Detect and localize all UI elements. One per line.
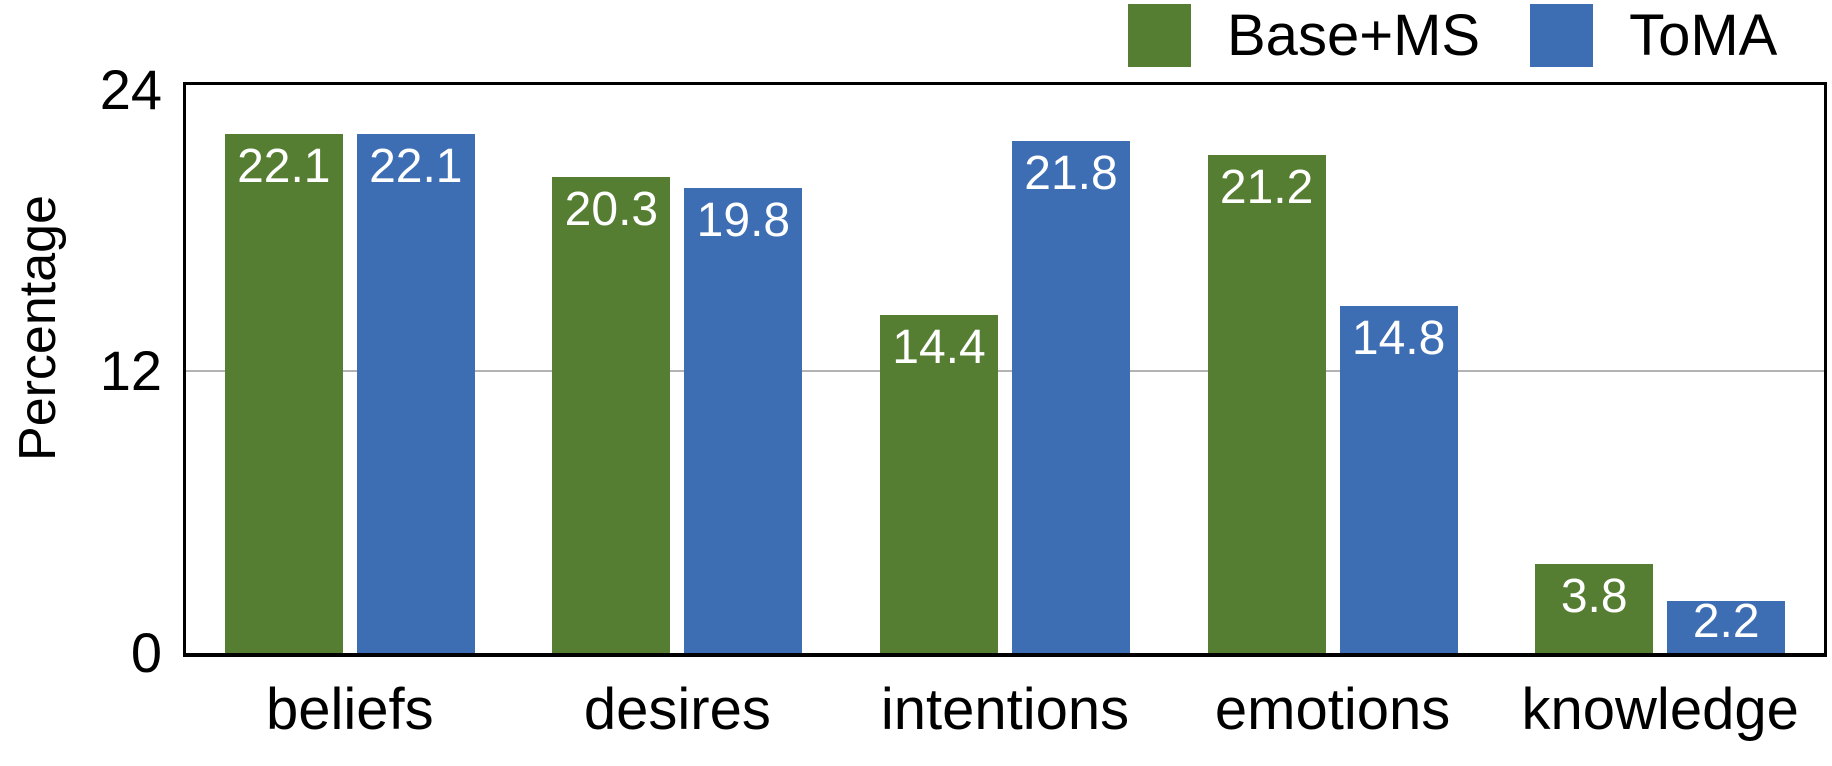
bar-base-ms-emotions[interactable]: 21.2 <box>1207 155 1326 653</box>
bar-group-knowledge: 3.8 2.2 <box>1496 85 1824 653</box>
bar-value-label: 21.2 <box>1219 161 1314 215</box>
legend-swatch-base-ms <box>1128 4 1191 67</box>
bar-value-label: 3.8 <box>1560 569 1628 623</box>
bar-value-label: 21.8 <box>1024 147 1118 201</box>
bar-value-label: 20.3 <box>564 182 659 236</box>
legend-label-base-ms: Base+MS <box>1227 2 1481 68</box>
bar-toma-intentions[interactable]: 21.8 <box>1011 141 1130 653</box>
y-tick-label-12: 12 <box>99 339 162 403</box>
x-tick-label-beliefs: beliefs <box>265 677 434 742</box>
bar-group-beliefs: 22.1 22.1 <box>186 85 514 653</box>
bar-toma-emotions[interactable]: 14.8 <box>1339 305 1458 653</box>
x-tick-label-emotions: emotions <box>1214 677 1451 742</box>
legend-swatch-toma <box>1530 4 1594 67</box>
y-tick-label-0: 0 <box>130 621 162 684</box>
y-axis-title: Percentage <box>9 195 67 461</box>
x-tick-label-knowledge: knowledge <box>1521 677 1799 742</box>
bar-base-ms-intentions[interactable]: 14.4 <box>879 315 998 653</box>
bar-group-intentions: 14.4 21.8 <box>841 85 1169 653</box>
bar-value-label: 14.8 <box>1351 311 1446 365</box>
y-tick-label-24: 24 <box>99 57 162 121</box>
bar-toma-desires[interactable]: 19.8 <box>684 188 803 653</box>
bar-base-ms-beliefs[interactable]: 22.1 <box>224 134 343 653</box>
bar-value-label: 22.1 <box>369 140 463 194</box>
bar-base-ms-knowledge[interactable]: 3.8 <box>1535 563 1654 653</box>
legend: Base+MS ToMA <box>1128 4 1777 67</box>
plot-area: 22.1 22.1 20.3 19.8 14.4 21.8 21.2 14.8 3.8 2.2 <box>183 82 1827 657</box>
legend-item-toma: ToMA <box>1530 4 1777 67</box>
legend-item-base-ms: Base+MS <box>1128 4 1480 67</box>
bar-value-label: 22.1 <box>237 140 331 194</box>
x-tick-label-intentions: intentions <box>880 677 1130 742</box>
bar-value-label: 19.8 <box>696 194 791 248</box>
bar-toma-knowledge[interactable]: 2.2 <box>1667 596 1786 653</box>
bar-toma-beliefs[interactable]: 22.1 <box>356 134 475 653</box>
bar-group-desires: 20.3 19.8 <box>514 85 842 653</box>
gridline-12 <box>186 370 1824 373</box>
bar-base-ms-desires[interactable]: 20.3 <box>552 176 671 653</box>
plot-inner: 22.1 22.1 20.3 19.8 14.4 21.8 21.2 14.8 3.8 2.2 <box>186 85 1824 653</box>
x-tick-label-desires: desires <box>583 677 771 742</box>
bar-value-label: 14.4 <box>892 321 986 375</box>
legend-label-toma: ToMA <box>1629 2 1778 68</box>
bar-value-label: 2.2 <box>1692 595 1760 649</box>
bar-group-emotions: 21.2 14.8 <box>1169 85 1497 653</box>
